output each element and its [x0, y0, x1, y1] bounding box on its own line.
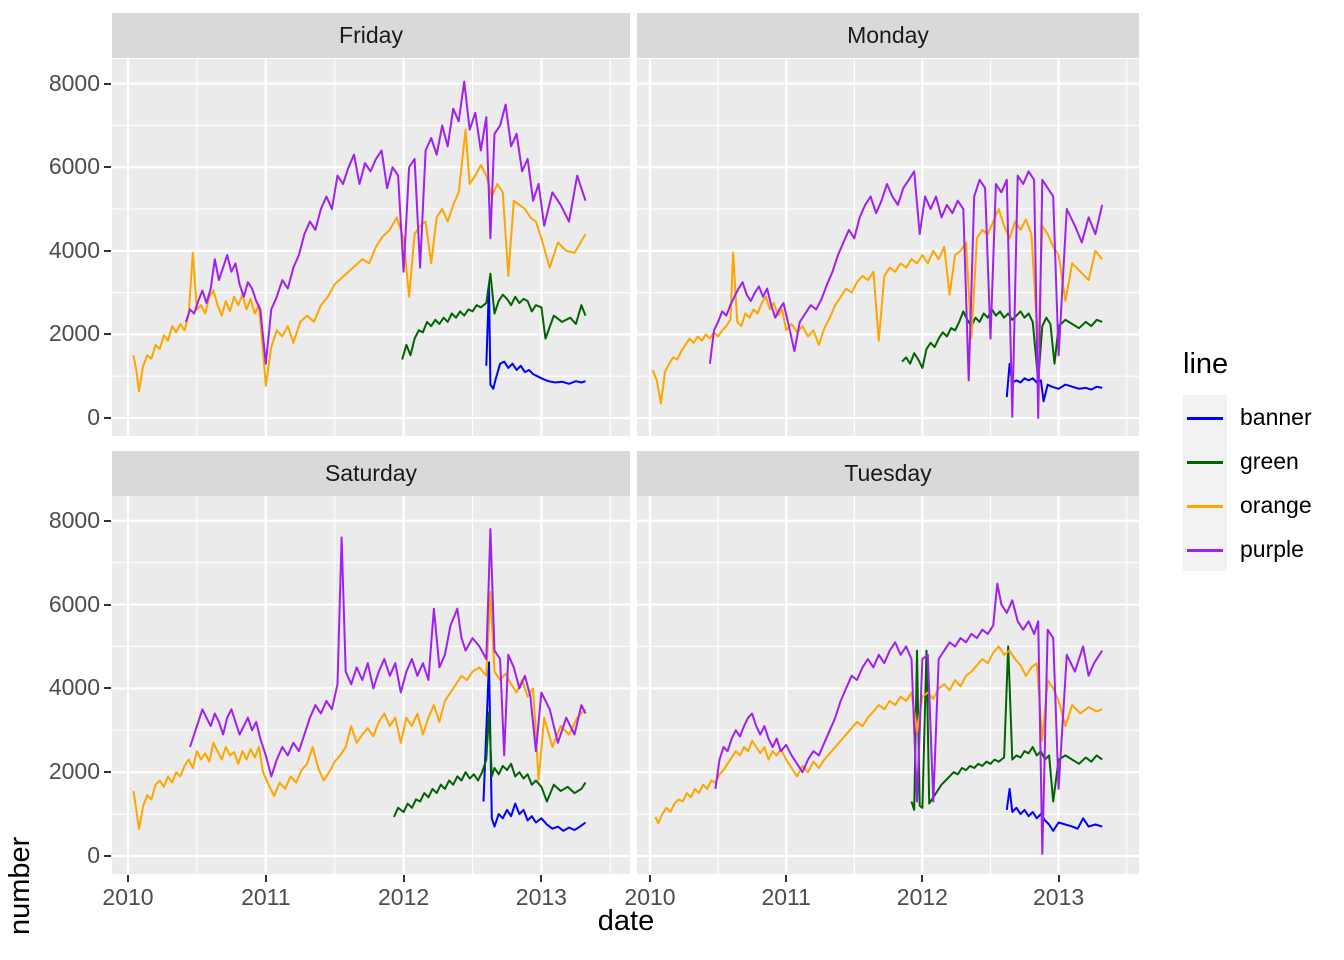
series-line-saturday-banner [482, 661, 587, 832]
x-tick-label: 2010 [102, 884, 154, 910]
y-tick-label: 4000 [48, 236, 100, 263]
x-tick-label: 2013 [1033, 884, 1085, 910]
y-tick-mark [104, 603, 111, 606]
series-line-tuesday-green [910, 645, 1103, 811]
x-tick-label: 2013 [515, 884, 567, 910]
series-line-saturday-green [393, 711, 587, 818]
panel-canvas-friday [112, 59, 630, 436]
legend-item-green: green [1165, 439, 1344, 483]
x-tick-mark [1057, 875, 1060, 882]
y-tick-label: 0 [87, 403, 100, 430]
series-line-monday-green [901, 308, 1103, 382]
y-tick-mark [104, 333, 111, 336]
legend-item-label: orange [1240, 491, 1312, 518]
panel-canvas-tuesday [637, 496, 1139, 874]
legend-key-swatch [1183, 439, 1227, 483]
legend-item-banner: banner [1165, 395, 1344, 439]
panel-canvas-saturday [112, 496, 630, 874]
y-tick-mark [104, 417, 111, 420]
x-tick-label: 2012 [378, 884, 430, 910]
x-tick-mark [540, 875, 543, 882]
legend-key-swatch [1183, 527, 1227, 571]
panel-background [112, 59, 630, 436]
series-line-tuesday-orange [654, 645, 1103, 825]
y-tick-mark [104, 166, 111, 169]
y-tick-label: 6000 [48, 590, 100, 617]
facet-strip-saturday: Saturday [112, 451, 630, 496]
legend-key-line-icon [1187, 505, 1223, 508]
x-tick-label: 2012 [896, 884, 948, 910]
series-line-monday-banner [1005, 362, 1103, 403]
x-tick-mark [921, 875, 924, 882]
facet-strip-label: Saturday [324, 460, 418, 486]
y-tick-label: 0 [87, 841, 100, 868]
panel-background [112, 496, 630, 874]
y-tick-label: 4000 [48, 674, 100, 701]
legend-item-purple: purple [1165, 527, 1344, 571]
y-tick-mark [104, 519, 111, 522]
facet-strip-label: Friday [339, 22, 403, 48]
x-tick-label: 2011 [241, 884, 291, 910]
y-tick-mark [104, 771, 111, 774]
legend-key-line-icon [1187, 461, 1223, 464]
series-line-friday-banner [485, 284, 586, 390]
series-line-friday-purple [184, 80, 587, 365]
legend-items: banner green orange purple [1165, 395, 1344, 571]
facet-strip-label: Monday [847, 22, 929, 48]
x-tick-mark [127, 875, 129, 882]
y-tick-mark [104, 249, 111, 252]
y-tick-label: 6000 [48, 153, 100, 180]
series-line-tuesday-banner [1005, 787, 1103, 832]
legend-item-orange: orange [1165, 483, 1344, 527]
y-axis-title: number [4, 836, 36, 935]
panel-background [637, 496, 1139, 874]
y-tick-mark [104, 687, 111, 690]
legend-item-label: purple [1240, 535, 1304, 562]
series-line-monday-purple [708, 170, 1104, 419]
facet-strip-tuesday: Tuesday [637, 451, 1139, 496]
y-tick-mark [104, 854, 111, 857]
x-tick-label: 2010 [624, 884, 676, 910]
series-line-tuesday-purple [714, 582, 1104, 855]
y-tick-label: 8000 [48, 69, 100, 96]
x-tick-label: 2011 [761, 884, 811, 910]
facet-strip-monday: Monday [637, 13, 1139, 58]
y-tick-label: 2000 [48, 320, 100, 347]
x-tick-mark [649, 875, 651, 882]
series-line-saturday-orange [132, 591, 587, 831]
legend-item-label: green [1240, 447, 1299, 474]
legend-key-swatch [1183, 483, 1227, 527]
x-tick-mark [402, 875, 405, 882]
legend-item-label: banner [1240, 403, 1312, 430]
legend-title: line [1183, 348, 1229, 380]
legend-key-line-icon [1187, 549, 1223, 552]
x-axis-title: date [597, 905, 655, 937]
panel-canvas-monday [637, 59, 1139, 436]
y-tick-mark [104, 82, 111, 85]
y-tick-label: 8000 [48, 506, 100, 533]
facet-strip-label: Tuesday [844, 460, 932, 486]
x-tick-mark [264, 875, 267, 882]
series-line-friday-green [401, 272, 587, 360]
legend: line banner green orange purple [1165, 348, 1344, 571]
legend-key-swatch [1183, 395, 1227, 439]
facet-strip-friday: Friday [112, 13, 630, 58]
x-tick-mark [785, 875, 788, 882]
legend-key-line-icon [1187, 417, 1223, 420]
y-tick-label: 2000 [48, 758, 100, 785]
series-line-saturday-purple [189, 528, 587, 778]
